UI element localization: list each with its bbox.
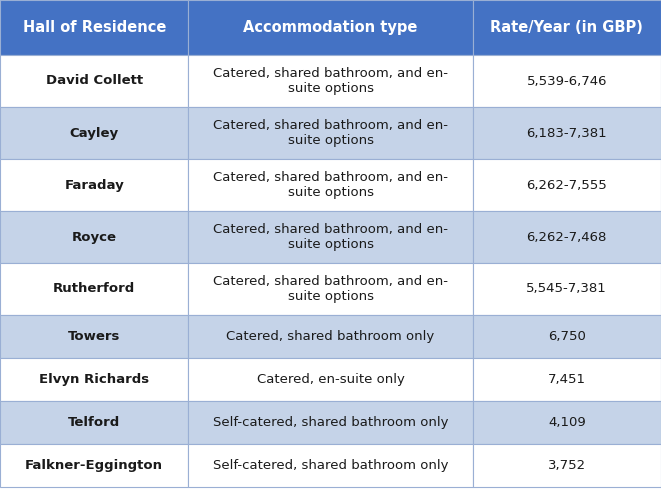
Text: Catered, en-suite only: Catered, en-suite only: [256, 373, 405, 386]
Bar: [0, 315, 188, 358]
Bar: [473, 159, 661, 211]
Text: Cayley: Cayley: [69, 126, 119, 140]
Bar: [473, 315, 661, 358]
Text: Catered, shared bathroom, and en-
suite options: Catered, shared bathroom, and en- suite …: [213, 171, 448, 199]
Text: Self-catered, shared bathroom only: Self-catered, shared bathroom only: [213, 416, 448, 429]
Bar: [0, 358, 188, 401]
Bar: [188, 211, 473, 263]
Text: Self-catered, shared bathroom only: Self-catered, shared bathroom only: [213, 459, 448, 472]
Bar: [473, 55, 661, 107]
Bar: [0, 0, 188, 55]
Bar: [473, 211, 661, 263]
Bar: [473, 401, 661, 444]
Text: Royce: Royce: [71, 230, 117, 243]
Bar: [0, 401, 188, 444]
Text: David Collett: David Collett: [46, 74, 143, 88]
Bar: [0, 263, 188, 315]
Text: Falkner-Eggington: Falkner-Eggington: [25, 459, 163, 472]
Bar: [0, 159, 188, 211]
Bar: [0, 55, 188, 107]
Text: 4,109: 4,109: [548, 416, 586, 429]
Text: Elvyn Richards: Elvyn Richards: [39, 373, 149, 386]
Bar: [0, 444, 188, 487]
Bar: [188, 0, 473, 55]
Text: Catered, shared bathroom only: Catered, shared bathroom only: [226, 330, 435, 343]
Bar: [188, 107, 473, 159]
Text: 5,539-6,746: 5,539-6,746: [527, 74, 607, 88]
Text: 3,752: 3,752: [548, 459, 586, 472]
Text: Catered, shared bathroom, and en-
suite options: Catered, shared bathroom, and en- suite …: [213, 119, 448, 147]
Text: Hall of Residence: Hall of Residence: [22, 20, 166, 35]
Text: 7,451: 7,451: [548, 373, 586, 386]
Text: 6,750: 6,750: [548, 330, 586, 343]
Text: Accommodation type: Accommodation type: [243, 20, 418, 35]
Bar: [188, 401, 473, 444]
Bar: [473, 0, 661, 55]
Bar: [188, 315, 473, 358]
Bar: [188, 159, 473, 211]
Bar: [0, 107, 188, 159]
Text: Rate/Year (in GBP): Rate/Year (in GBP): [490, 20, 643, 35]
Bar: [188, 55, 473, 107]
Text: 6,262-7,555: 6,262-7,555: [526, 178, 607, 192]
Text: Catered, shared bathroom, and en-
suite options: Catered, shared bathroom, and en- suite …: [213, 223, 448, 251]
Text: 6,183-7,381: 6,183-7,381: [527, 126, 607, 140]
Text: Telford: Telford: [68, 416, 120, 429]
Text: Catered, shared bathroom, and en-
suite options: Catered, shared bathroom, and en- suite …: [213, 275, 448, 303]
Bar: [188, 444, 473, 487]
Bar: [473, 358, 661, 401]
Bar: [473, 444, 661, 487]
Bar: [188, 263, 473, 315]
Text: 6,262-7,468: 6,262-7,468: [527, 230, 607, 243]
Text: Faraday: Faraday: [64, 178, 124, 192]
Text: 5,545-7,381: 5,545-7,381: [526, 282, 607, 296]
Bar: [473, 107, 661, 159]
Text: Towers: Towers: [68, 330, 120, 343]
Text: Rutherford: Rutherford: [53, 282, 136, 296]
Text: Catered, shared bathroom, and en-
suite options: Catered, shared bathroom, and en- suite …: [213, 67, 448, 95]
Bar: [188, 358, 473, 401]
Bar: [473, 263, 661, 315]
Bar: [0, 211, 188, 263]
